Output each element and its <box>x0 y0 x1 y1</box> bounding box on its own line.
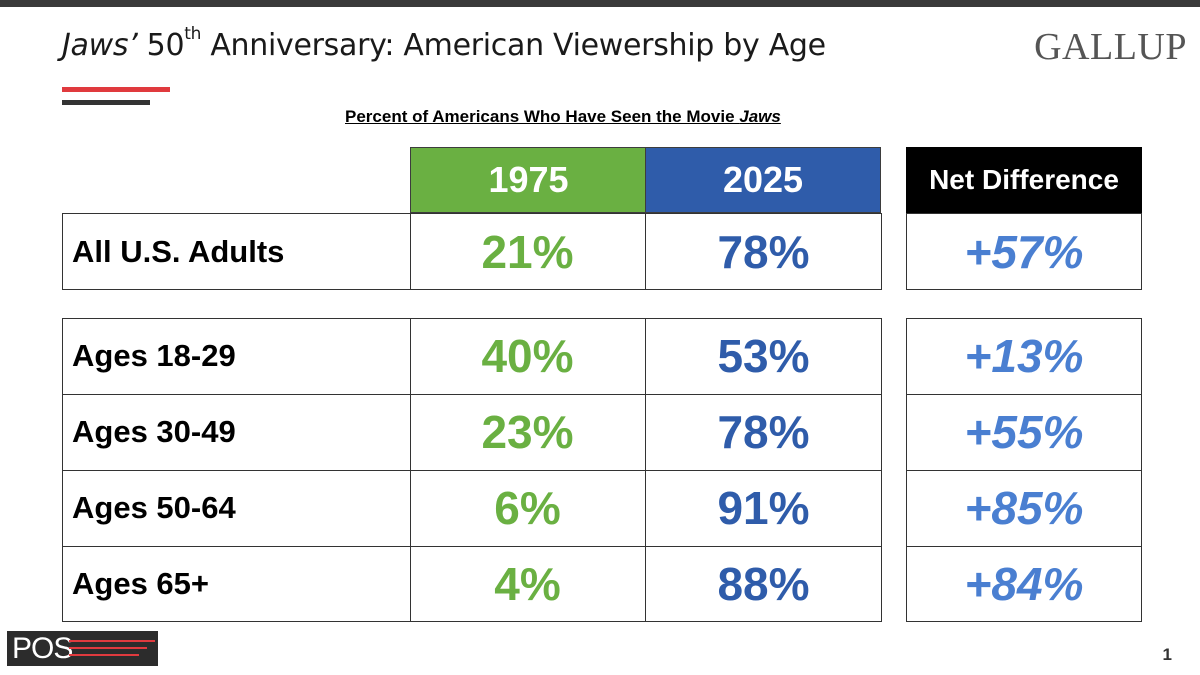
value-net-ages-65-plus: +84% <box>964 558 1084 610</box>
divider <box>645 213 646 290</box>
divider <box>906 394 1142 395</box>
page-number: 1 <box>1162 645 1172 664</box>
value-2025-ages-50-64: 91% <box>717 482 810 534</box>
value-net-ages-50-64: +85% <box>964 482 1084 534</box>
row-label-ages-30-49: Ages 30-49 <box>72 414 236 449</box>
row-label-all-adults: All U.S. Adults <box>72 233 285 269</box>
divider <box>62 470 882 471</box>
all-adults-table <box>62 213 882 290</box>
pos-logo: POS <box>7 631 158 666</box>
pos-logo-line <box>69 654 139 656</box>
divider <box>906 546 1142 547</box>
accent-line-red <box>62 87 170 92</box>
value-1975-ages-50-64: 6% <box>494 482 561 534</box>
row-label-ages-18-29: Ages 18-29 <box>72 338 236 373</box>
top-bar <box>0 0 1200 7</box>
value-1975-all-adults: 21% <box>481 225 574 278</box>
gallup-logo: GALLUP <box>1034 26 1187 68</box>
divider <box>906 470 1142 471</box>
value-net-ages-18-29: +13% <box>964 330 1084 382</box>
page-title: Jaws’ 50th Anniversary: American Viewers… <box>62 24 826 63</box>
value-2025-all-adults: 78% <box>717 225 810 278</box>
value-net-all-adults: +57% <box>964 225 1084 278</box>
table-subtitle: Percent of Americans Who Have Seen the M… <box>345 107 781 126</box>
accent-line-dark <box>62 100 150 105</box>
value-1975-ages-18-29: 40% <box>481 330 574 382</box>
value-2025-ages-65-plus: 88% <box>717 558 810 610</box>
column-header-2025: 2025 <box>645 147 881 213</box>
row-label-ages-65-plus: Ages 65+ <box>72 566 210 601</box>
value-1975-ages-30-49: 23% <box>481 406 574 458</box>
value-1975-ages-65-plus: 4% <box>494 558 561 610</box>
value-2025-ages-18-29: 53% <box>717 330 810 382</box>
divider <box>410 213 411 290</box>
divider <box>62 546 882 547</box>
row-label-ages-50-64: Ages 50-64 <box>72 490 236 525</box>
all-adults-net-box <box>906 213 1142 290</box>
pos-logo-text: POS <box>12 632 73 665</box>
value-2025-ages-30-49: 78% <box>717 406 810 458</box>
column-header-net-difference: Net Difference <box>906 147 1142 213</box>
pos-logo-line <box>69 647 147 649</box>
value-net-ages-30-49: +55% <box>964 406 1084 458</box>
column-header-1975: 1975 <box>410 147 646 213</box>
pos-logo-line <box>69 640 155 642</box>
divider <box>62 394 882 395</box>
